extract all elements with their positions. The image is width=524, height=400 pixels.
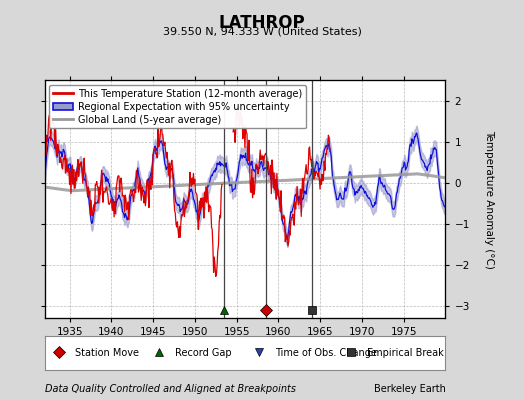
Legend: This Temperature Station (12-month average), Regional Expectation with 95% uncer: This Temperature Station (12-month avera… bbox=[49, 85, 305, 128]
Text: Record Gap: Record Gap bbox=[175, 348, 232, 358]
Text: 39.550 N, 94.333 W (United States): 39.550 N, 94.333 W (United States) bbox=[162, 26, 362, 36]
Text: LATHROP: LATHROP bbox=[219, 14, 305, 32]
Text: Empirical Break: Empirical Break bbox=[367, 348, 444, 358]
Text: Berkeley Earth: Berkeley Earth bbox=[374, 384, 445, 394]
Y-axis label: Temperature Anomaly (°C): Temperature Anomaly (°C) bbox=[484, 130, 494, 268]
Text: Time of Obs. Change: Time of Obs. Change bbox=[275, 348, 377, 358]
Text: Data Quality Controlled and Aligned at Breakpoints: Data Quality Controlled and Aligned at B… bbox=[45, 384, 296, 394]
Text: Station Move: Station Move bbox=[74, 348, 139, 358]
